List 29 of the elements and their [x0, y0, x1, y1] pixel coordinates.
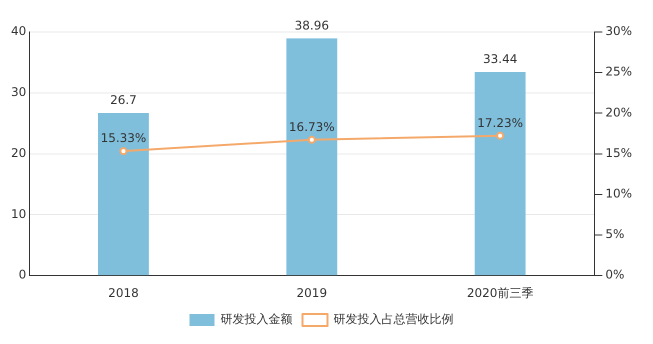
y2-tick-label: 0%: [605, 268, 624, 282]
y-tick-label: 40: [10, 24, 26, 38]
data-label: 33.44: [482, 52, 518, 66]
data-label: 17.23%: [477, 116, 524, 130]
y2-tick-label: 30%: [605, 24, 632, 38]
bar: [474, 72, 526, 276]
y2-tick-label: 25%: [605, 64, 632, 79]
y-tick-label: 30: [10, 85, 26, 100]
data-label: 26.7: [110, 93, 137, 108]
point: [119, 147, 128, 156]
y2-tick-label: 20%: [605, 105, 632, 120]
y-tick-label: 10: [10, 206, 26, 221]
x-tick-label: 2018: [108, 286, 139, 300]
legend-label: 研发投入占总营收比例: [334, 312, 454, 326]
data-label: 38.96: [294, 18, 329, 32]
x-tick-label: 2020前三季: [466, 286, 534, 300]
legend-label: 研发投入金额: [220, 312, 292, 326]
x-tick-label: 2019: [296, 286, 328, 300]
y-tick-label: 0: [18, 268, 26, 282]
y2-tick-label: 5%: [605, 227, 624, 242]
y-tick-label: 20: [10, 146, 26, 160]
bar: [286, 38, 338, 276]
bar: [98, 112, 149, 276]
data-label: 16.73%: [288, 120, 335, 134]
point: [308, 136, 316, 144]
y2-tick-label: 15%: [605, 146, 632, 160]
point: [496, 132, 504, 140]
data-label: 15.33%: [100, 131, 146, 146]
y2-tick-label: 10%: [605, 186, 632, 201]
